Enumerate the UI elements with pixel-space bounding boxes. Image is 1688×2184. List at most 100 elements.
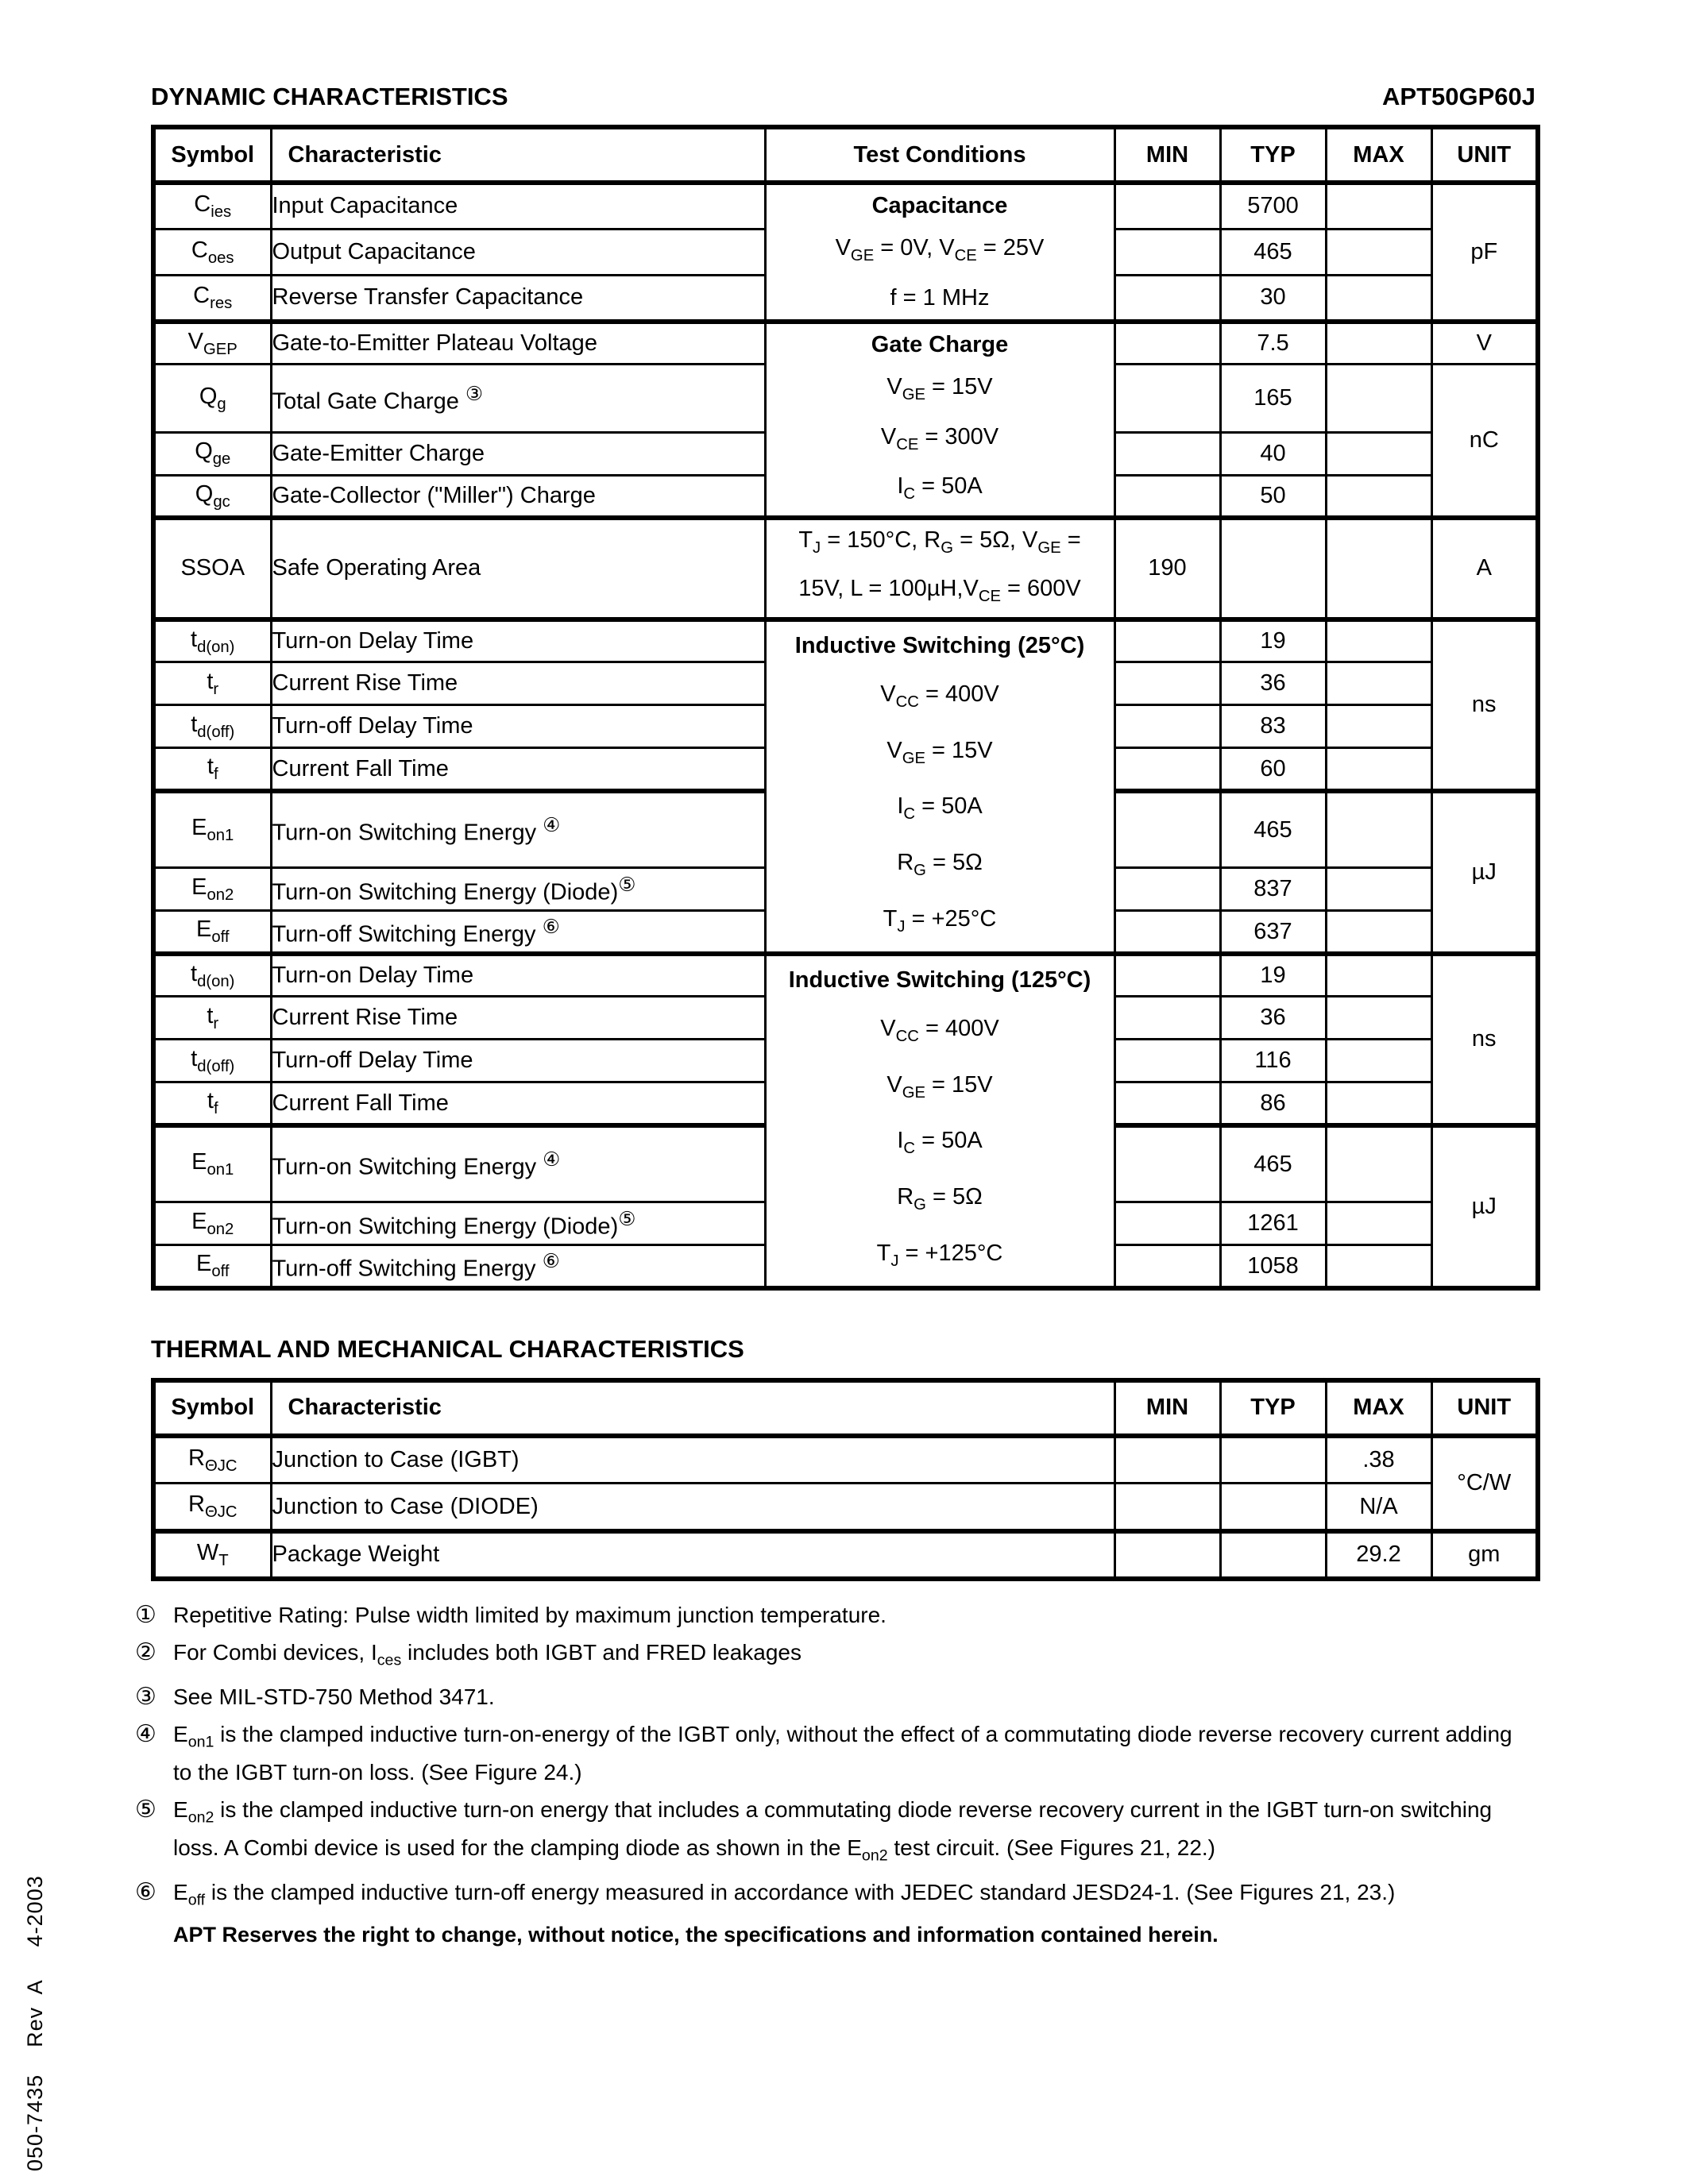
characteristic-cell: Input Capacitance [269, 181, 767, 230]
symbol-cell: td(off) [152, 1038, 272, 1084]
max-cell [1324, 995, 1433, 1041]
max-cell [1324, 866, 1433, 913]
characteristic-cell: Package Weight [269, 1528, 1116, 1580]
symbol-cell: tf [152, 747, 272, 793]
test-condition-line: VGE = 15V [886, 737, 993, 767]
test-conditions-cell: TJ = 150°C, RG = 5Ω, VGE = 15V, L = 100µ… [763, 515, 1116, 621]
page-header: DYNAMIC CHARACTERISTICS APT50GP60J [151, 83, 1535, 111]
typ-cell: 36 [1219, 995, 1327, 1041]
characteristic-cell: Turn-on Delay Time [269, 951, 767, 998]
table-row: Eoff Turn-off Switching Energy ⑥ 637 [152, 909, 1538, 955]
page-title: DYNAMIC CHARACTERISTICS [151, 83, 508, 110]
max-cell: .38 [1324, 1434, 1433, 1485]
col-header-symbol: Symbol [152, 1379, 272, 1438]
min-cell [1113, 430, 1222, 477]
typ-cell: 837 [1219, 866, 1327, 913]
test-condition-line: VGE = 15V [886, 373, 993, 403]
typ-cell: 30 [1219, 274, 1327, 323]
typ-cell: 465 [1219, 788, 1327, 870]
test-condition-line: 15V, L = 100µH,VCE = 600V [798, 575, 1081, 605]
max-cell [1324, 1244, 1433, 1290]
min-cell [1113, 704, 1222, 750]
min-cell [1113, 616, 1222, 664]
table-row: tr Current Rise Time 36 [152, 995, 1538, 1041]
min-cell [1113, 227, 1222, 277]
table-row: Cres Reverse Transfer Capacitance 30 [152, 274, 1538, 323]
max-cell [1324, 1201, 1433, 1247]
min-cell [1113, 1434, 1222, 1485]
max-cell [1324, 1122, 1433, 1204]
col-header-typ: TYP [1219, 1379, 1327, 1438]
col-header-typ: TYP [1219, 125, 1327, 185]
test-conditions-cell: Capacitance VGE = 0V, VCE = 25V f = 1 MH… [763, 181, 1116, 323]
unit-cell: µJ [1430, 1122, 1539, 1290]
min-cell [1113, 1528, 1222, 1580]
test-condition-line: IC = 50A [897, 793, 983, 824]
typ-cell: 1058 [1219, 1244, 1327, 1290]
table-row: tf Current Fall Time 60 [152, 747, 1538, 793]
table-row: Coes Output Capacitance 465 [152, 227, 1538, 277]
characteristic-cell: Current Fall Time [269, 1081, 767, 1127]
max-cell: N/A [1324, 1482, 1433, 1533]
unit-cell: °C/W [1430, 1434, 1539, 1533]
typ-cell: 83 [1219, 704, 1327, 750]
characteristic-cell: Junction to Case (IGBT) [269, 1434, 1116, 1485]
col-header-unit: UNIT [1430, 1379, 1539, 1438]
test-condition-line: VCC = 400V [880, 681, 999, 711]
unit-cell: ns [1430, 616, 1539, 793]
min-cell [1113, 274, 1222, 323]
min-cell [1113, 951, 1222, 998]
characteristic-cell: Turn-on Switching Energy ④ [269, 788, 767, 870]
symbol-cell: RΘJC [152, 1434, 272, 1485]
disclaimer-text: APT Reserves the right to change, withou… [173, 1922, 1219, 1947]
typ-cell: 116 [1219, 1038, 1327, 1084]
footnote-1: ① Repetitive Rating: Pulse width limited… [135, 1600, 1535, 1630]
min-cell [1113, 1081, 1222, 1127]
test-condition-line: Inductive Switching (25°C) [794, 632, 1085, 658]
table-row: VGEP Gate-to-Emitter Plateau Voltage Gat… [152, 318, 1539, 519]
typ-cell: 637 [1219, 909, 1327, 955]
unit-cell: A [1430, 515, 1539, 621]
symbol-cell: td(on) [152, 616, 272, 664]
symbol-cell: VGEP [152, 318, 272, 366]
unit-cell: V [1430, 318, 1539, 366]
footnote-1-text: Repetitive Rating: Pulse width limited b… [173, 1602, 886, 1627]
typ-cell: 465 [1219, 1122, 1327, 1204]
max-cell [1324, 227, 1433, 277]
min-cell: 190 [1113, 515, 1222, 621]
test-conditions-block: Capacitance VGE = 0V, VCE = 25V f = 1 MH… [767, 185, 1112, 319]
min-cell [1113, 661, 1222, 707]
footnote-2: ② For Combi devices, Ices includes both … [135, 1638, 1535, 1676]
min-cell [1113, 318, 1222, 366]
symbol-cell: SSOA [152, 515, 272, 621]
footnote-4-marker: ④ [135, 1721, 156, 1748]
typ-cell [1219, 515, 1327, 621]
footnote-4-text: Eon1 is the clamped inductive turn-on-en… [173, 1722, 1512, 1785]
table-row: tr Current Rise Time 36 [152, 661, 1538, 707]
max-cell [1324, 909, 1433, 955]
table-row: td(on) Turn-on Delay Time Inductive Swit… [152, 951, 1539, 1290]
typ-cell [1219, 1528, 1327, 1580]
table-row: td(off) Turn-off Delay Time 83 [152, 704, 1538, 750]
table-row: RΘJC Junction to Case (IGBT) .38 °C/W [152, 1434, 1539, 1533]
max-cell [1324, 363, 1433, 434]
table-header-row: Symbol Characteristic MIN TYP MAX UNIT [152, 1379, 1539, 1438]
test-condition-line: VGE = 0V, VCE = 25V [835, 235, 1045, 264]
test-condition-line: Gate Charge [871, 331, 1009, 357]
characteristic-cell: Turn-off Delay Time [269, 1038, 767, 1084]
test-condition-line: TJ = +125°C [876, 1240, 1003, 1270]
typ-cell: 60 [1219, 747, 1327, 793]
footnote-2-marker: ② [135, 1638, 156, 1665]
footnote-4: ④ Eon1 is the clamped inductive turn-on-… [135, 1719, 1535, 1788]
test-conditions-block: Inductive Switching (125°C) VCC = 400V V… [767, 959, 1112, 1286]
min-cell [1113, 995, 1222, 1041]
col-header-unit: UNIT [1430, 125, 1539, 185]
characteristic-cell: Current Rise Time [269, 995, 767, 1041]
max-cell: 29.2 [1324, 1528, 1433, 1580]
thermal-section-title: THERMAL AND MECHANICAL CHARACTERISTICS [151, 1334, 744, 1363]
table-row: Cies Input Capacitance Capacitance VGE =… [152, 181, 1539, 323]
max-cell [1324, 951, 1433, 998]
typ-cell: 5700 [1219, 181, 1327, 230]
typ-cell: 1261 [1219, 1201, 1327, 1247]
min-cell [1113, 1201, 1222, 1247]
